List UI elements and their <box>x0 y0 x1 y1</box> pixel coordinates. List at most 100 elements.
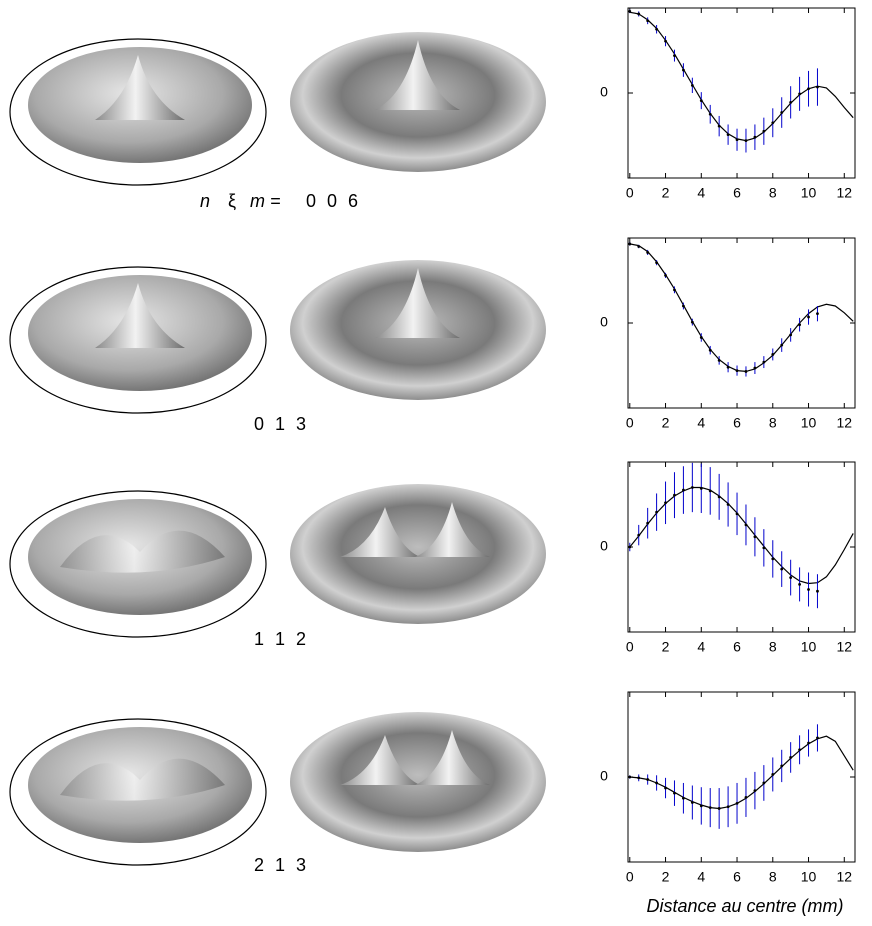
data-point <box>798 323 801 327</box>
plot-frame <box>627 461 856 633</box>
data-point <box>673 791 676 795</box>
x-tick-label: 2 <box>662 869 670 885</box>
surface-peak <box>340 507 420 557</box>
data-point <box>798 748 801 752</box>
plot-frame <box>627 237 856 409</box>
data-point <box>789 333 793 337</box>
data-point <box>646 778 650 781</box>
data-point <box>771 557 775 561</box>
data-point <box>708 489 712 493</box>
x-tick-label: 8 <box>769 869 777 885</box>
data-point <box>699 99 703 103</box>
model-curve <box>629 243 854 373</box>
data-point <box>717 124 721 128</box>
data-point <box>717 807 721 810</box>
symbol-n: n <box>200 191 210 211</box>
x-tick-label: 2 <box>662 415 670 431</box>
data-point <box>637 776 641 780</box>
data-point <box>789 756 793 759</box>
data-point <box>744 139 748 143</box>
x-tick-label: 10 <box>801 869 817 885</box>
x-tick-label: 6 <box>733 185 741 201</box>
data-point <box>735 801 739 805</box>
data-point <box>673 54 676 57</box>
surface-ridge <box>60 758 225 801</box>
surface-peak <box>95 283 185 348</box>
data-point <box>789 100 793 104</box>
x-tick-label: 0 <box>626 415 634 431</box>
model-surface <box>290 712 546 852</box>
symbol-xi: ξ <box>228 191 236 211</box>
data-point <box>708 348 712 352</box>
data-point <box>780 111 784 114</box>
y-tick-label: 0 <box>600 768 608 784</box>
model-curve <box>629 11 854 142</box>
plot-frame <box>627 7 856 179</box>
x-tick-label: 8 <box>769 639 777 655</box>
data-point <box>771 773 775 776</box>
x-tick-label: 6 <box>733 639 741 655</box>
data-point <box>646 251 650 254</box>
data-point <box>780 764 784 768</box>
data-point <box>807 741 810 745</box>
data-point <box>726 133 730 137</box>
data-point <box>655 510 658 514</box>
data-point <box>682 796 685 800</box>
model-curve <box>629 486 854 585</box>
data-point <box>699 336 703 339</box>
x-tick-label: 4 <box>697 415 705 431</box>
y-tick-label: 0 <box>600 538 608 554</box>
data-point <box>816 312 819 316</box>
x-tick-label: 12 <box>836 185 852 201</box>
data-point <box>655 781 658 785</box>
data-point <box>762 546 766 550</box>
surface-peak <box>340 735 420 785</box>
data-point <box>708 806 712 809</box>
data-point <box>637 12 641 16</box>
data-point <box>780 343 784 347</box>
data-point <box>798 92 801 96</box>
x-tick-label: 0 <box>626 869 634 885</box>
data-point <box>690 83 694 87</box>
surface-peak <box>95 55 185 120</box>
data-point <box>753 789 757 792</box>
data-point <box>637 533 641 537</box>
x-tick-label: 4 <box>697 639 705 655</box>
x-tick-label: 0 <box>626 639 634 655</box>
outline-ellipse <box>9 718 267 866</box>
x-tick-label: 2 <box>662 185 670 201</box>
data-point <box>655 261 658 265</box>
data-point <box>682 68 685 72</box>
data-point <box>753 366 757 370</box>
data-point <box>690 320 694 324</box>
data-point <box>753 535 757 539</box>
x-tick-label: 10 <box>801 185 817 201</box>
data-point <box>744 370 748 373</box>
x-tick-label: 10 <box>801 415 817 431</box>
data-point <box>807 588 810 591</box>
data-point <box>735 512 739 516</box>
x-tick-label: 2 <box>662 639 670 655</box>
data-point <box>717 495 721 499</box>
symbol-m: m = <box>250 191 281 211</box>
data-point <box>789 576 793 579</box>
x-tick-label: 12 <box>836 415 852 431</box>
data-point <box>690 486 694 489</box>
data-point <box>664 786 667 790</box>
x-tick-label: 12 <box>836 639 852 655</box>
data-point <box>664 39 667 43</box>
x-tick-label: 6 <box>733 869 741 885</box>
data-point <box>816 736 819 740</box>
mode-label: 0 1 3 <box>254 414 309 434</box>
data-point <box>682 488 685 492</box>
data-point <box>771 353 775 356</box>
surface-peak <box>415 502 490 557</box>
data-point <box>628 775 632 779</box>
data-point <box>753 135 757 139</box>
data-point <box>816 589 819 593</box>
data-point <box>628 545 632 549</box>
data-point <box>690 801 694 804</box>
x-tick-label: 4 <box>697 869 705 885</box>
x-axis-label: Distance au centre (mm) <box>646 896 843 916</box>
